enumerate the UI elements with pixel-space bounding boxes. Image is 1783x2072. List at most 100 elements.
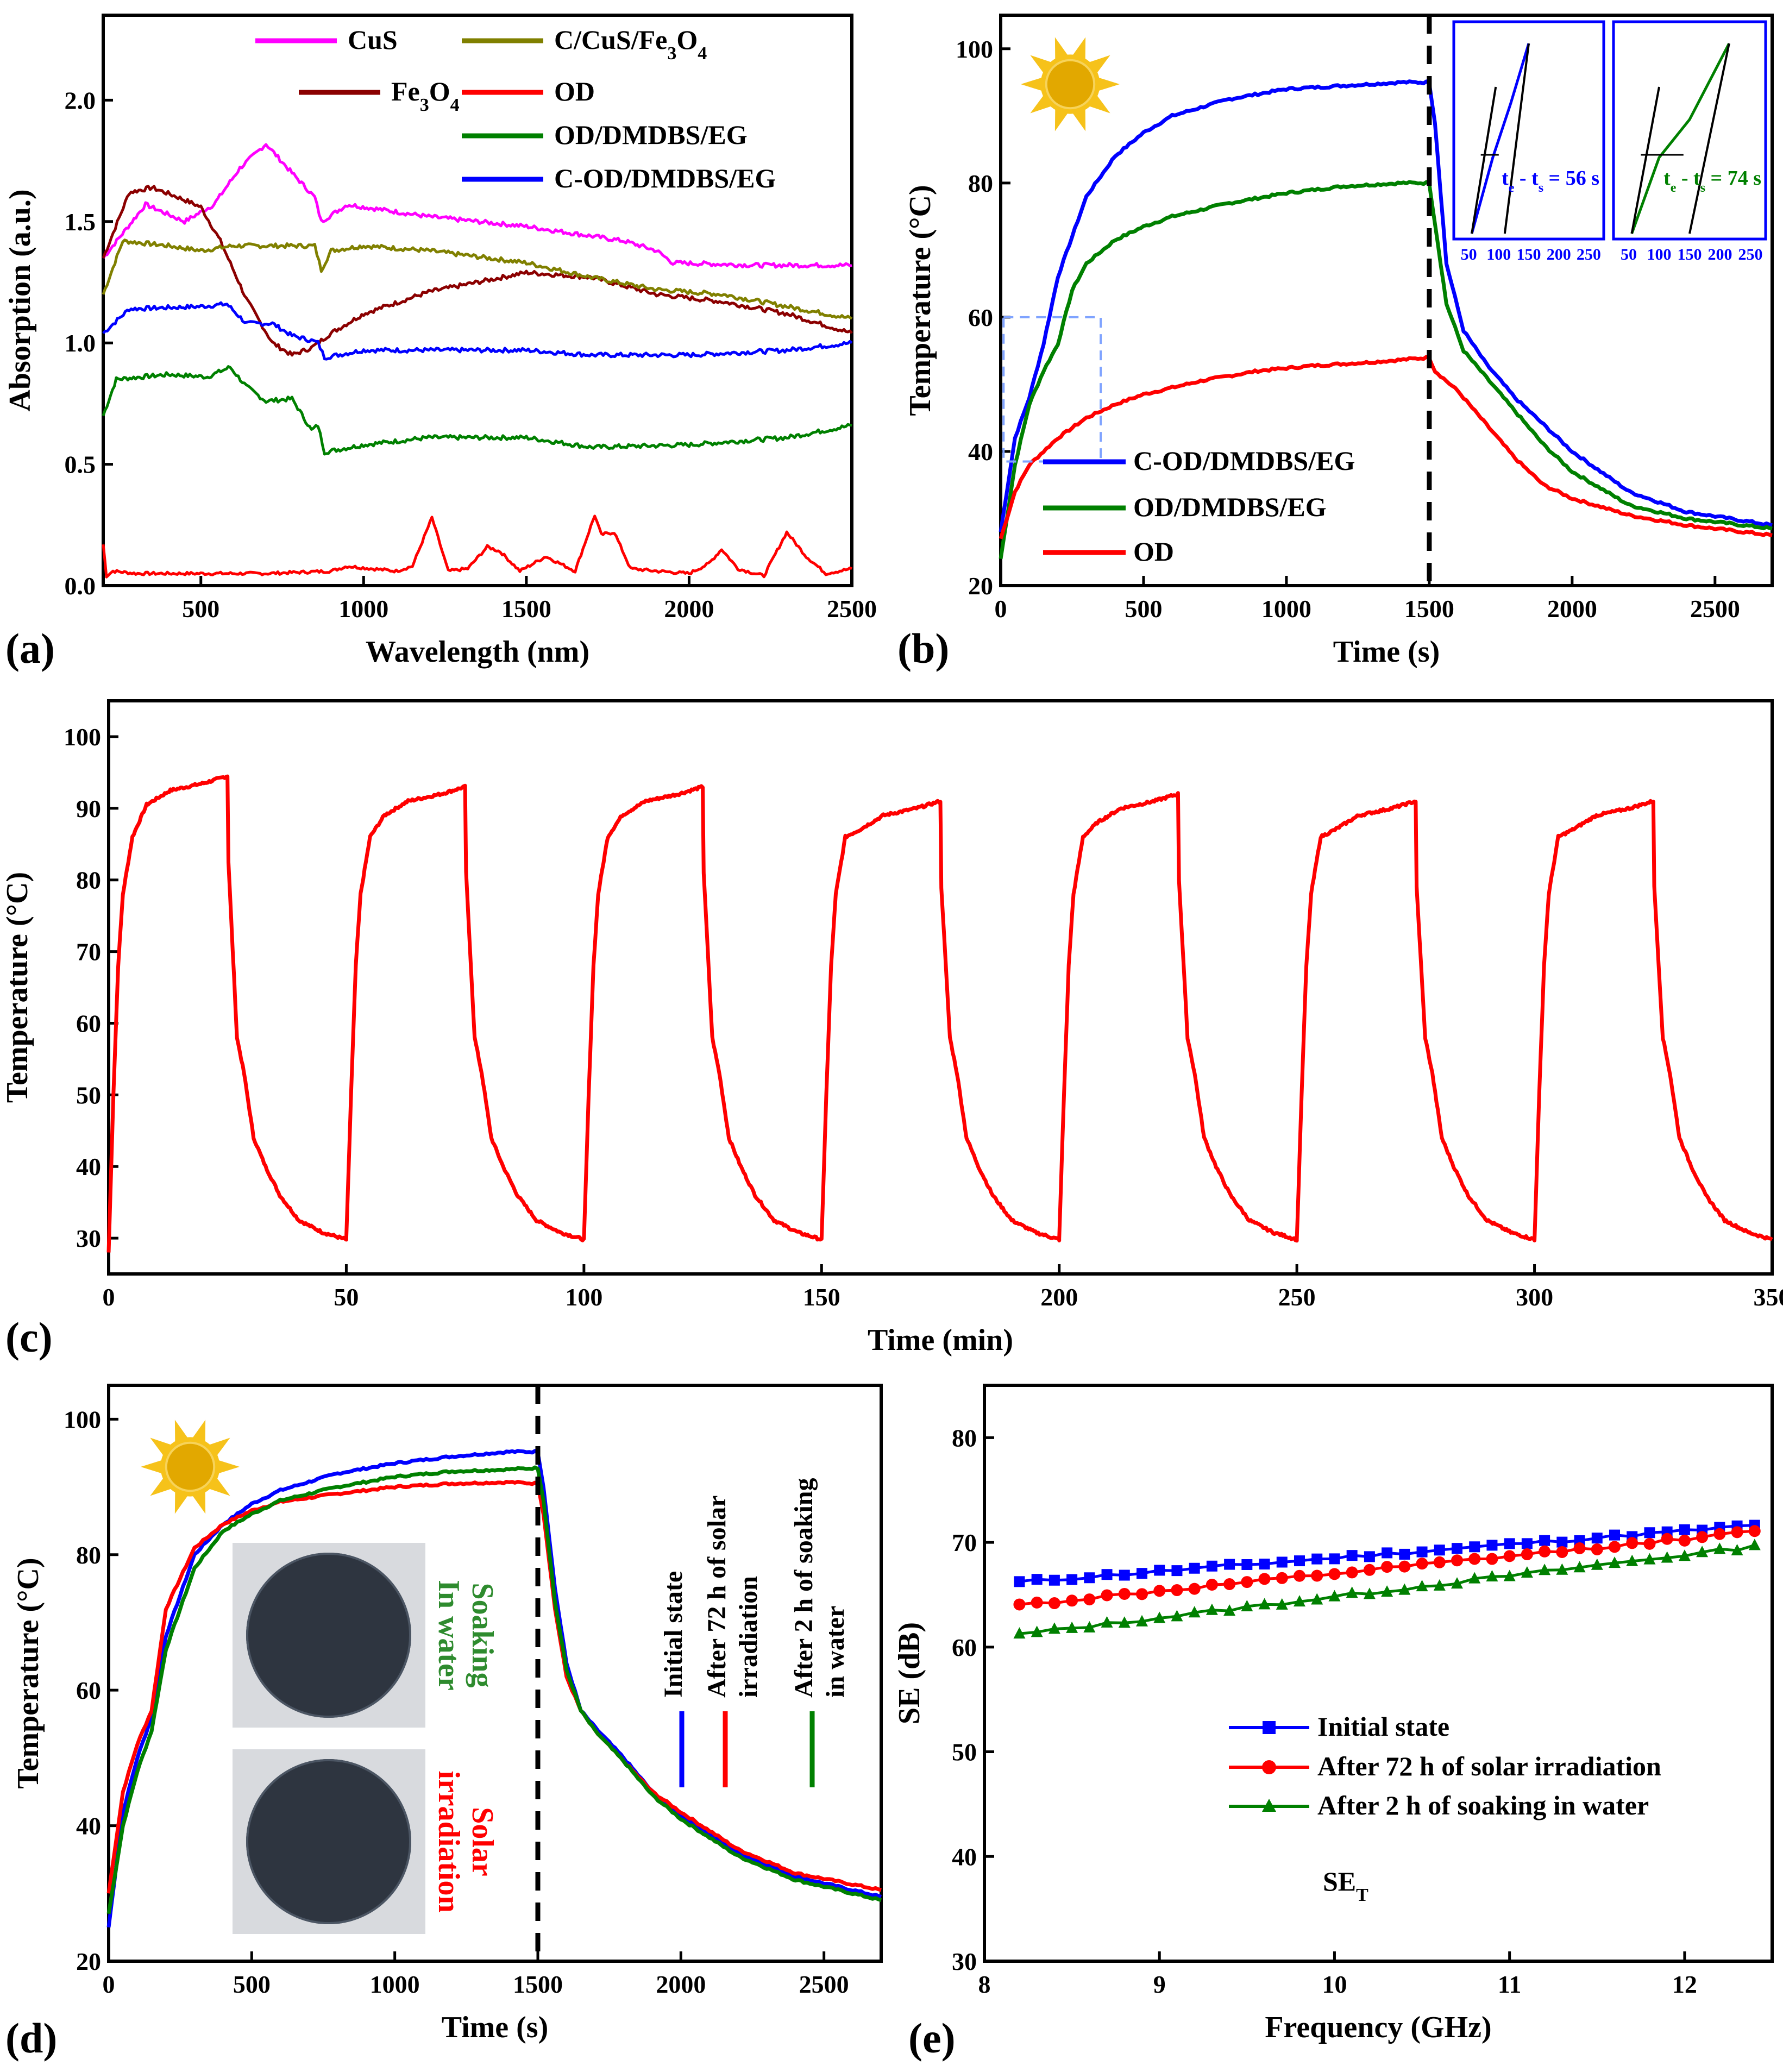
x-axis-title: Time (min) [868, 1323, 1013, 1357]
data-point [1451, 1554, 1463, 1567]
data-point [1609, 1529, 1620, 1541]
data-point [1521, 1566, 1533, 1578]
x-axis-title: Frequency (GHz) [1265, 2011, 1491, 2044]
legend-label: OD [554, 76, 595, 106]
y-axis-title: Absorption (a.u.) [3, 189, 37, 411]
data-point [1434, 1544, 1445, 1556]
plot-frame [102, 14, 853, 587]
data-point [1258, 1598, 1271, 1610]
chart-a: 500 1000 1500 2000 2500 0.0 0.5 1.0 1.5 2.0 Wavele… [3, 14, 877, 669]
y-tick-label: 30 [952, 1948, 977, 1975]
data-point [1661, 1551, 1673, 1563]
data-point [1346, 1566, 1358, 1579]
y-tick-label: 40 [76, 1153, 101, 1181]
panel-label-a: (a) [5, 625, 55, 672]
inset-tangent [1688, 43, 1730, 234]
data-point [1486, 1540, 1498, 1551]
inset-tangent [1471, 86, 1497, 234]
x-tick-label: 1000 [338, 595, 388, 623]
y-tick-label: 80 [76, 1541, 101, 1569]
x-tick-label: 2000 [656, 1970, 706, 1998]
data-point [1678, 1534, 1691, 1547]
series-line-od-dmdbs-eg [102, 365, 852, 456]
inset-x-tick-label: 200 [1708, 246, 1732, 263]
x-tick-label: 50 [334, 1283, 359, 1311]
data-point [1643, 1553, 1656, 1565]
x-tick-label: 1500 [1404, 595, 1454, 623]
data-point [1609, 1541, 1621, 1553]
data-point [1486, 1553, 1498, 1565]
series-square [1014, 1520, 1760, 1587]
y-tick-label: 20 [76, 1948, 101, 1975]
legend-label: After 2 h of soaking in water [789, 1478, 850, 1698]
x-tick-label: 1000 [1261, 595, 1311, 623]
series-line-c-od-dmdbs-eg [102, 301, 853, 361]
y-tick-label: 40 [76, 1812, 101, 1840]
data-point [1241, 1559, 1253, 1570]
sun-ray [1096, 77, 1120, 92]
inset-curve [1630, 42, 1731, 234]
data-point [1363, 1587, 1376, 1599]
data-point [1731, 1543, 1743, 1555]
panel-label-b: (b) [897, 625, 949, 672]
legend-label: After 72 h of solar irradiation [702, 1496, 763, 1698]
series-line-c-od-dmdbs-eg [999, 79, 1773, 532]
sample-photo [233, 1749, 425, 1934]
data-point [1713, 1528, 1726, 1540]
data-point [1101, 1569, 1113, 1580]
y-tick-label: 60 [76, 1677, 101, 1704]
y-tick-label: 1.5 [65, 208, 96, 236]
x-tick-label: 1500 [513, 1970, 563, 1998]
data-point [1294, 1555, 1305, 1567]
data-point [1399, 1548, 1410, 1560]
y-tick-label: 100 [64, 1405, 101, 1433]
data-point [1083, 1593, 1096, 1606]
inset-x-tick-label: 150 [1678, 246, 1702, 263]
x-tick-label: 10 [1322, 1970, 1347, 1998]
data-point [1066, 1574, 1078, 1585]
data-point [1626, 1537, 1638, 1549]
plot-frame [107, 1384, 883, 1963]
data-point [1521, 1548, 1533, 1561]
data-point [1013, 1627, 1026, 1639]
data-point [1591, 1533, 1603, 1544]
x-tick-label: 2500 [827, 595, 877, 623]
data-point [1241, 1576, 1253, 1588]
data-point [1048, 1597, 1060, 1610]
data-point [1748, 1525, 1761, 1537]
data-point [1136, 1615, 1148, 1627]
sample-disc [246, 1759, 411, 1924]
y-tick-label: 80 [76, 867, 101, 894]
data-point [1311, 1569, 1323, 1582]
data-point [1118, 1616, 1131, 1628]
data-point [1748, 1539, 1761, 1550]
sample-disc-edge [246, 1553, 411, 1718]
y-tick-label: 80 [968, 169, 993, 197]
legend-label: After 72 h of solar irradiation [1317, 1751, 1661, 1781]
y-axis-title: Temperature (°C) [1, 872, 34, 1103]
legend-label: C/CuS/Fe3O4 [554, 24, 707, 64]
data-point [1346, 1550, 1358, 1561]
y-tick-label: 60 [76, 1009, 101, 1037]
x-tick-label: 11 [1498, 1970, 1521, 1998]
inset-x-tick-label: 250 [1577, 246, 1601, 263]
photo-label-soaking: SoakingIn water [432, 1580, 499, 1691]
x-tick-label: 500 [233, 1970, 271, 1998]
x-tick-label: 2500 [1690, 595, 1740, 623]
y-tick-label: 40 [952, 1843, 977, 1870]
data-point [1276, 1598, 1288, 1610]
data-point [1573, 1542, 1586, 1555]
data-point [1171, 1610, 1183, 1622]
data-point [1521, 1538, 1533, 1549]
y-axis-title: SE (dB) [893, 1622, 926, 1724]
zoom-box [1002, 316, 1102, 463]
data-point [1679, 1524, 1690, 1535]
data-point [1223, 1604, 1236, 1616]
legend-marker [1263, 1721, 1276, 1734]
data-point [1539, 1545, 1551, 1558]
inset-tangent [1630, 86, 1660, 234]
x-tick-label: 1500 [501, 595, 551, 623]
data-point [1539, 1535, 1550, 1546]
data-point [1556, 1563, 1568, 1575]
